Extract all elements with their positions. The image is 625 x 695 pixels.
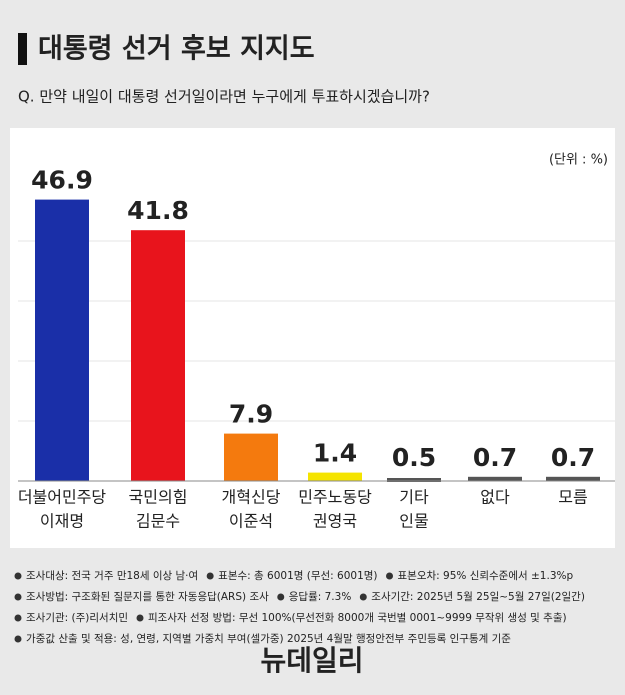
x-tick-label: 이재명 [40,512,84,531]
x-tick-label: 이준석 [229,512,273,531]
x-tick-label: 인물 [399,512,428,531]
bar [35,199,89,481]
note: 조사기관: (주)리서치민 [26,612,128,624]
note: 표본오차: 95% 신뢰수준에서 ±1.3%p [398,570,574,582]
bar [224,433,278,481]
value-label: 7.9 [229,400,273,429]
value-label: 0.5 [392,443,436,472]
value-label: 1.4 [313,439,357,468]
x-tick-label: 모름 [558,488,587,507]
note: 가중값 산출 및 적용: 성, 연령, 지역별 가중치 부여(셀가중) 2025… [26,633,511,645]
note: 응답률: 7.3% [289,591,352,603]
note: 조사기간: 2025년 5월 25일~5월 27일(2일간) [371,590,585,603]
note-bullet [14,614,22,622]
bar [468,476,522,481]
bar [387,478,441,482]
title-marker [18,33,27,65]
note-bullet [359,593,367,601]
note: 조사방법: 구조화된 질문지를 통한 자동응답(ARS) 조사 [26,591,269,603]
bar [308,472,362,481]
note: 조사대상: 전국 거주 만18세 이상 남·여 [26,570,198,582]
x-tick-label: 국민의힘 [129,488,188,507]
note-bullet [14,572,22,580]
value-label: 41.8 [127,196,189,225]
x-tick-label: 기타 [399,488,429,507]
note: 피조사자 선정 방법: 무선 100%(무선전화 8000개 국번별 0001~… [148,611,567,624]
subtitle: Q. 만약 내일이 대통령 선거일이라면 누구에게 투표하시겠습니까? [18,88,430,106]
x-tick-label: 민주노동당 [298,488,372,507]
panel [10,128,615,548]
note-bullet [14,593,22,601]
bar [546,476,600,481]
bar [131,230,185,481]
note: 표본수: 총 6001명 (무선: 6001명) [218,570,377,582]
x-tick-label: 김문수 [136,512,180,531]
x-tick-label: 권영국 [313,512,357,531]
note-bullet [386,572,394,580]
note-bullet [206,572,214,580]
note-bullet [14,635,22,643]
x-tick-label: 없다 [480,488,510,507]
x-tick-label: 개혁신당 [222,488,281,507]
source-logo: 뉴데일리 [260,644,363,677]
x-tick-label: 더불어민주당 [18,488,107,507]
chart-title: 대통령 선거 후보 지지도 [38,34,315,65]
value-label: 0.7 [473,443,517,472]
note-bullet [277,593,285,601]
note-bullet [136,614,144,622]
value-label: 0.7 [551,443,595,472]
unit: (단위 : %) [549,153,608,168]
value-label: 46.9 [31,166,93,195]
